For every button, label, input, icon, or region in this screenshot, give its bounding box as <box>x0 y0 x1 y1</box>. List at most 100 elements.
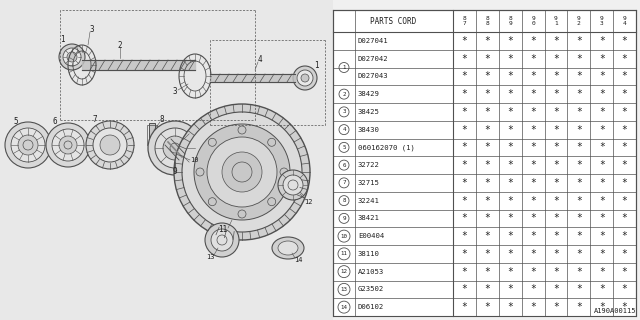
Text: 38430: 38430 <box>358 127 380 132</box>
Text: *: * <box>599 213 605 223</box>
Circle shape <box>301 74 309 82</box>
Circle shape <box>339 160 349 170</box>
Circle shape <box>52 129 84 161</box>
Text: *: * <box>484 107 490 117</box>
Circle shape <box>46 123 90 167</box>
Text: *: * <box>599 89 605 99</box>
Text: *: * <box>461 107 467 117</box>
Text: 13: 13 <box>340 287 348 292</box>
Text: *: * <box>621 71 627 81</box>
Text: *: * <box>576 160 582 170</box>
Text: 3: 3 <box>90 26 94 35</box>
Text: *: * <box>461 160 467 170</box>
Text: 38421: 38421 <box>358 215 380 221</box>
Text: 11: 11 <box>218 226 228 235</box>
Text: *: * <box>530 54 536 64</box>
Text: *: * <box>508 267 513 276</box>
Circle shape <box>339 89 349 99</box>
Text: 11: 11 <box>340 252 348 256</box>
Circle shape <box>59 44 85 70</box>
Circle shape <box>339 107 349 117</box>
Text: 32722: 32722 <box>358 162 380 168</box>
Text: A190A00115: A190A00115 <box>593 308 636 314</box>
Text: 8
7: 8 7 <box>463 16 467 26</box>
Text: *: * <box>576 284 582 294</box>
Text: 1: 1 <box>60 36 64 44</box>
Text: *: * <box>461 89 467 99</box>
Circle shape <box>86 121 134 169</box>
Text: *: * <box>461 124 467 135</box>
Text: *: * <box>621 302 627 312</box>
Text: D027041: D027041 <box>358 38 388 44</box>
Text: *: * <box>599 54 605 64</box>
Text: *: * <box>530 160 536 170</box>
Text: *: * <box>461 284 467 294</box>
Text: *: * <box>508 284 513 294</box>
Text: *: * <box>621 54 627 64</box>
Text: *: * <box>530 89 536 99</box>
Text: *: * <box>508 36 513 46</box>
Text: *: * <box>553 302 559 312</box>
Text: *: * <box>508 231 513 241</box>
Text: 9: 9 <box>173 167 177 177</box>
Text: *: * <box>553 124 559 135</box>
Ellipse shape <box>272 237 304 259</box>
Text: *: * <box>461 54 467 64</box>
Text: D06102: D06102 <box>358 304 384 310</box>
Text: *: * <box>530 231 536 241</box>
Text: *: * <box>508 124 513 135</box>
Bar <box>333 10 636 316</box>
Text: *: * <box>599 196 605 206</box>
Circle shape <box>100 135 120 155</box>
Text: *: * <box>576 124 582 135</box>
Text: *: * <box>484 160 490 170</box>
Circle shape <box>338 301 350 313</box>
Text: 3: 3 <box>173 87 177 97</box>
Text: *: * <box>621 36 627 46</box>
Circle shape <box>174 104 310 240</box>
Text: G23502: G23502 <box>358 286 384 292</box>
Text: *: * <box>621 178 627 188</box>
Text: *: * <box>553 196 559 206</box>
Text: *: * <box>599 284 605 294</box>
Text: *: * <box>484 213 490 223</box>
Text: 060162070 (1): 060162070 (1) <box>358 144 415 151</box>
Text: *: * <box>484 36 490 46</box>
Text: *: * <box>553 213 559 223</box>
Circle shape <box>339 124 349 135</box>
Text: *: * <box>530 142 536 152</box>
Text: *: * <box>621 196 627 206</box>
Text: *: * <box>484 124 490 135</box>
Text: *: * <box>508 142 513 152</box>
Text: *: * <box>621 142 627 152</box>
Text: 1: 1 <box>314 60 318 69</box>
Text: *: * <box>530 107 536 117</box>
Text: *: * <box>599 71 605 81</box>
Text: *: * <box>553 249 559 259</box>
Text: *: * <box>461 267 467 276</box>
Circle shape <box>11 128 45 162</box>
Text: 7: 7 <box>93 116 97 124</box>
Circle shape <box>283 175 303 195</box>
Text: *: * <box>461 196 467 206</box>
Text: *: * <box>484 249 490 259</box>
Text: *: * <box>599 249 605 259</box>
Text: 2: 2 <box>118 41 122 50</box>
Text: *: * <box>576 249 582 259</box>
Text: 2: 2 <box>342 92 346 97</box>
Circle shape <box>93 128 127 162</box>
Text: *: * <box>508 71 513 81</box>
Text: *: * <box>621 107 627 117</box>
Text: *: * <box>553 107 559 117</box>
Text: PARTS CORD: PARTS CORD <box>370 17 416 26</box>
Text: 9: 9 <box>342 216 346 221</box>
Text: *: * <box>599 124 605 135</box>
Text: 1: 1 <box>342 65 346 70</box>
Text: *: * <box>553 54 559 64</box>
Text: 4: 4 <box>258 55 262 65</box>
Text: *: * <box>599 267 605 276</box>
Text: *: * <box>508 196 513 206</box>
Text: *: * <box>621 267 627 276</box>
Text: 8: 8 <box>160 116 164 124</box>
Text: A21053: A21053 <box>358 268 384 275</box>
